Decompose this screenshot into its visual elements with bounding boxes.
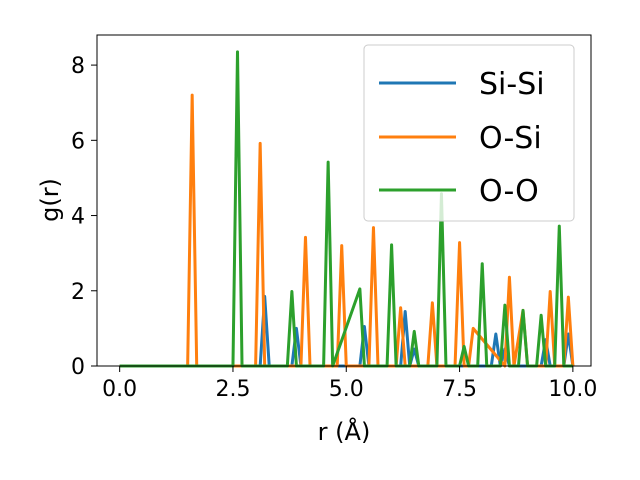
x-axis-label: r (Å): [318, 417, 371, 446]
y-tick-label: 6: [71, 129, 85, 154]
legend: Si-Si O-Si O-O: [363, 44, 575, 222]
legend-box: [363, 44, 575, 222]
x-tick-label: 10.0: [548, 377, 597, 402]
y-axis-label: g(r): [36, 178, 64, 222]
y-tick-label: 2: [71, 280, 85, 305]
x-tick-label: 2.5: [215, 377, 250, 402]
y-tick-label: 8: [71, 54, 85, 79]
y-tick-label: 4: [71, 205, 85, 230]
axis-ticks: 0.0 2.5 5.0 7.5 10.0 0 2 4 6 8: [71, 54, 597, 402]
x-tick-label: 5.0: [329, 377, 364, 402]
x-tick-label: 0.0: [102, 377, 137, 402]
legend-label-si-si: Si-Si: [479, 67, 545, 102]
x-tick-label: 7.5: [442, 377, 477, 402]
plot-area-frame: [96, 34, 592, 367]
legend-label-o-o: O-O: [479, 174, 539, 209]
legend-label-o-si: O-Si: [479, 121, 542, 156]
y-tick-label: 0: [71, 355, 85, 380]
